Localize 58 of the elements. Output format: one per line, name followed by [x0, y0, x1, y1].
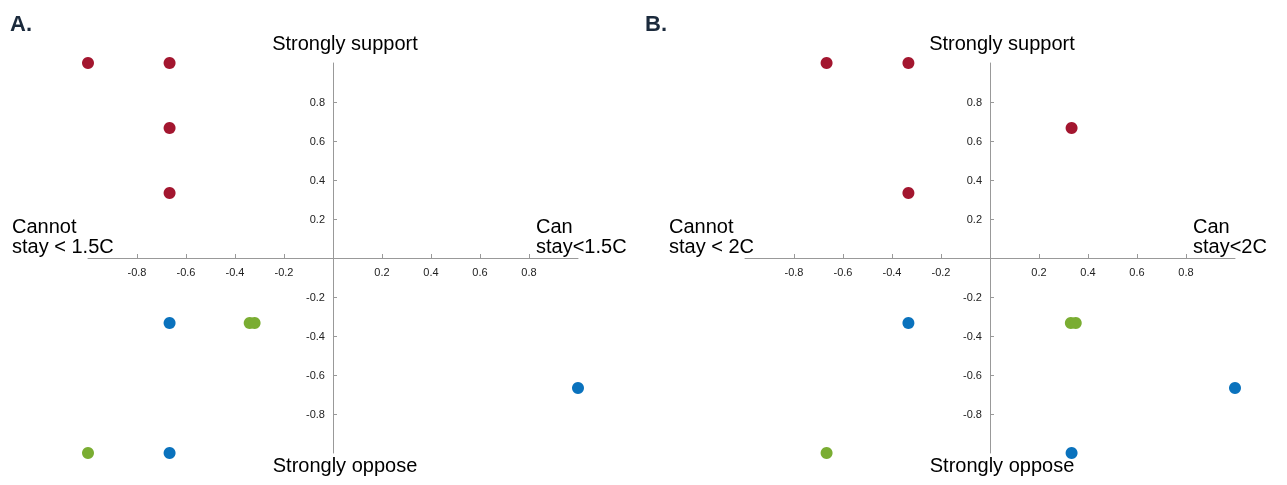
text: Strongly oppose — [272, 454, 418, 476]
y-tick-label: 0.8 — [966, 96, 982, 108]
point — [163, 447, 176, 459]
y-tick-label: 0.4 — [966, 174, 982, 186]
point — [820, 57, 833, 69]
y-tick-label: 0.6 — [309, 135, 325, 147]
x-tick-label: -0.2 — [931, 265, 951, 278]
y-tick-label: 0.4 — [309, 174, 325, 186]
y-tick-label: 0.8 — [309, 96, 325, 108]
y-tick-label: 0.2 — [966, 213, 982, 225]
text: Strongly oppose — [929, 454, 1075, 476]
point — [902, 316, 915, 329]
annotation: Cannot stay < 1.5C — [12, 215, 114, 257]
point — [902, 187, 915, 200]
point — [572, 382, 584, 395]
chart-title: B. — [645, 10, 667, 36]
point — [902, 57, 915, 69]
annotation: Can stay<2C — [1193, 215, 1267, 257]
x-tick-label: -0.4 — [225, 265, 245, 278]
point — [1065, 121, 1078, 134]
chart-title: A. — [10, 10, 32, 36]
y-tick-label: -0.8 — [963, 408, 982, 420]
point — [1065, 447, 1078, 459]
text: Strongly support — [272, 32, 419, 54]
point — [163, 316, 176, 329]
x-tick-label: 0.2 — [1031, 265, 1047, 278]
y-tick-label: -0.2 — [963, 291, 982, 303]
y-tick-label: -0.6 — [306, 369, 325, 381]
y-tick-label: 0.2 — [309, 213, 325, 225]
y-tick-label: 0.6 — [966, 135, 982, 147]
x-tick-label: -0.4 — [882, 265, 902, 278]
x-tick-label: 0.4 — [1080, 265, 1096, 278]
y-tick-label: -0.4 — [963, 330, 982, 342]
point — [82, 57, 94, 69]
y-tick-label: -0.8 — [306, 408, 325, 420]
point — [82, 447, 94, 459]
annotation: Can stay<1.5C — [536, 215, 627, 257]
x-tick-label: -0.8 — [127, 265, 147, 278]
x-tick-label: -0.8 — [784, 265, 804, 278]
y-tick-label: -0.6 — [963, 369, 982, 381]
x-tick-label: 0.6 — [1129, 265, 1145, 278]
y-tick-label: -0.4 — [306, 330, 325, 342]
point — [820, 447, 833, 459]
point — [163, 187, 176, 200]
point — [163, 121, 176, 134]
text: Strongly support — [929, 32, 1076, 54]
x-tick-label: 0.2 — [374, 265, 390, 278]
annotation: Cannot stay < 2C — [669, 215, 755, 257]
x-tick-label: 0.4 — [423, 265, 439, 278]
point — [1229, 382, 1241, 395]
x-tick-label: -0.6 — [833, 265, 853, 278]
point — [163, 57, 176, 69]
x-tick-label: -0.2 — [274, 265, 294, 278]
y-tick-label: -0.2 — [306, 291, 325, 303]
x-tick-label: 0.8 — [1178, 265, 1194, 278]
x-tick-label: 0.6 — [472, 265, 488, 278]
x-tick-label: -0.6 — [176, 265, 196, 278]
x-tick-label: 0.8 — [521, 265, 537, 278]
